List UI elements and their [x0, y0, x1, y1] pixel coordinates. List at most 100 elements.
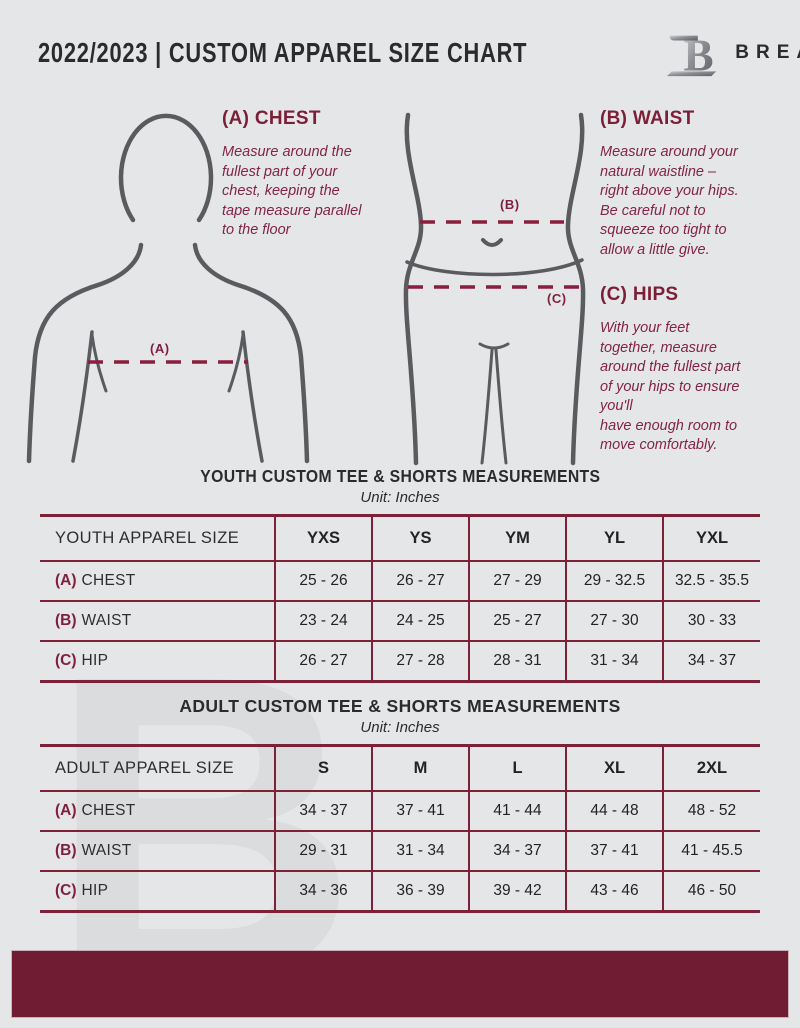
value-cell: 29 - 31	[274, 831, 372, 871]
measure-name: CHEST	[81, 802, 136, 819]
size-header-cell: XL	[565, 745, 663, 791]
chest-guide: (A) CHEST Measure around the fullest par…	[222, 108, 412, 241]
size-header-cell: YXS	[274, 515, 372, 561]
measurement-guide-section: (A) (B) (C) (A) CHEST Measure around the…	[0, 95, 800, 467]
value-cell: 48 - 52	[662, 791, 760, 831]
body-figures-illustration	[26, 112, 586, 466]
value-cell: 39 - 42	[468, 871, 566, 912]
value-cell: 24 - 25	[371, 601, 469, 641]
value-cell: 43 - 46	[565, 871, 663, 912]
size-header-cell: L	[468, 745, 566, 791]
waist-marker-label: (B)	[500, 197, 520, 212]
chest-marker-label: (A)	[150, 341, 170, 356]
table-row: (C) HIP 26 - 27 27 - 28 28 - 31 31 - 34 34 - 3…	[40, 641, 760, 682]
breakaway-b-monogram-icon: B	[667, 30, 717, 80]
value-cell: 36 - 39	[371, 871, 469, 912]
measure-letter: (C)	[55, 652, 77, 669]
value-cell: 27 - 28	[371, 641, 469, 682]
chest-guide-heading: (A) CHEST	[222, 108, 321, 129]
measure-label-cell: (A) CHEST	[40, 561, 275, 601]
value-cell: 25 - 26	[274, 561, 372, 601]
measure-name: CHEST	[81, 572, 136, 589]
lower-body-figure	[403, 112, 586, 466]
value-cell: 25 - 27	[468, 601, 566, 641]
size-header-cell: YL	[565, 515, 663, 561]
chest-guide-text: Measure around the fullest part of your …	[222, 144, 362, 238]
adult-size-table: ADULT APPAREL SIZE S M L XL 2XL (A) CHEST 34 - 3…	[40, 744, 760, 913]
waist-guide-text: Measure around your natural waistline – …	[600, 144, 739, 258]
value-cell: 34 - 37	[274, 791, 372, 831]
measure-label-cell: (B) WAIST	[40, 601, 275, 641]
measure-label-cell: (B) WAIST	[40, 831, 275, 871]
waist-guide-heading: (B) WAIST	[600, 108, 695, 129]
footer-accent-bar	[11, 950, 789, 1018]
table-row: (B) WAIST 23 - 24 24 - 25 25 - 27 27 - 30 30 -…	[40, 601, 760, 641]
size-header-cell: M	[371, 745, 469, 791]
measure-letter: (B)	[55, 842, 77, 859]
brand-logo-group: B BREAKAWAY	[665, 26, 800, 80]
upper-body-figure	[26, 113, 310, 464]
value-cell: 27 - 29	[468, 561, 566, 601]
size-header-cell: S	[274, 745, 372, 791]
value-cell: 37 - 41	[565, 831, 663, 871]
hips-guide-text: With your feet together, measure around …	[600, 320, 741, 453]
measure-label-cell: (A) CHEST	[40, 791, 275, 831]
value-cell: 28 - 31	[468, 641, 566, 682]
value-cell: 34 - 36	[274, 871, 372, 912]
measure-label-cell: (C) HIP	[40, 871, 275, 912]
measure-letter: (C)	[55, 882, 77, 899]
youth-size-table: YOUTH APPAREL SIZE YXS YS YM YL YXL (A) CHEST 25…	[40, 514, 760, 683]
size-column-header: YOUTH APPAREL SIZE	[55, 529, 240, 547]
hips-guide: (C) HIPS With your feet together, measur…	[600, 284, 798, 456]
size-column-header: ADULT APPAREL SIZE	[55, 759, 234, 777]
hips-guide-heading: (C) HIPS	[600, 284, 679, 305]
size-header-cell: YM	[468, 515, 566, 561]
table-row: (A) CHEST 34 - 37 37 - 41 41 - 44 44 - 48 48 -…	[40, 791, 760, 831]
measurement-dashed-lines	[88, 220, 580, 364]
waist-guide: (B) WAIST Measure around your natural wa…	[600, 108, 795, 260]
adult-table-unit: Unit: Inches	[360, 719, 440, 736]
value-cell: 31 - 34	[565, 641, 663, 682]
measure-name: HIP	[81, 652, 109, 669]
adult-table-title: ADULT CUSTOM TEE & SHORTS MEASUREMENTS	[179, 696, 621, 716]
value-cell: 23 - 24	[274, 601, 372, 641]
table-row: (B) WAIST 29 - 31 31 - 34 34 - 37 37 - 41 41 -…	[40, 831, 760, 871]
value-cell: 30 - 33	[662, 601, 760, 641]
value-cell: 34 - 37	[468, 831, 566, 871]
value-cell: 41 - 45.5	[662, 831, 760, 871]
table-header-row: YOUTH APPAREL SIZE YXS YS YM YL YXL	[40, 515, 760, 561]
measure-name: WAIST	[81, 842, 132, 859]
value-cell: 37 - 41	[371, 791, 469, 831]
value-cell: 31 - 34	[371, 831, 469, 871]
measure-letter: (A)	[55, 802, 77, 819]
value-cell: 27 - 30	[565, 601, 663, 641]
measure-label-cell: (C) HIP	[40, 641, 275, 682]
brand-name: BREAKAWAY	[735, 42, 800, 63]
size-header-cell: YXL	[662, 515, 760, 561]
value-cell: 46 - 50	[662, 871, 760, 912]
value-cell: 34 - 37	[662, 641, 760, 682]
size-header-cell: 2XL	[662, 745, 760, 791]
size-header-cell: YS	[371, 515, 469, 561]
page-title: 2022/2023 | CUSTOM APPAREL SIZE CHART	[38, 37, 528, 68]
table-header-row: ADULT APPAREL SIZE S M L XL 2XL	[40, 745, 760, 791]
value-cell: 26 - 27	[371, 561, 469, 601]
hips-marker-label: (C)	[547, 291, 567, 306]
value-cell: 29 - 32.5	[565, 561, 663, 601]
value-cell: 44 - 48	[565, 791, 663, 831]
youth-table-unit: Unit: Inches	[360, 489, 440, 506]
adult-size-section: ADULT CUSTOM TEE & SHORTS MEASUREMENTS U…	[40, 696, 760, 913]
measure-letter: (A)	[55, 572, 77, 589]
measure-name: WAIST	[81, 612, 132, 629]
value-cell: 26 - 27	[274, 641, 372, 682]
header: 2022/2023 | CUSTOM APPAREL SIZE CHART B …	[38, 24, 800, 82]
table-row: (A) CHEST 25 - 26 26 - 27 27 - 29 29 - 32.5 32…	[40, 561, 760, 601]
youth-size-section: YOUTH CUSTOM TEE & SHORTS MEASUREMENTS U…	[40, 466, 760, 683]
measure-name: HIP	[81, 882, 109, 899]
youth-table-title: YOUTH CUSTOM TEE & SHORTS MEASUREMENTS	[199, 466, 601, 486]
table-row: (C) HIP 34 - 36 36 - 39 39 - 42 43 - 46 46 - 5…	[40, 871, 760, 912]
measure-letter: (B)	[55, 612, 77, 629]
value-cell: 32.5 - 35.5	[662, 561, 760, 601]
value-cell: 41 - 44	[468, 791, 566, 831]
